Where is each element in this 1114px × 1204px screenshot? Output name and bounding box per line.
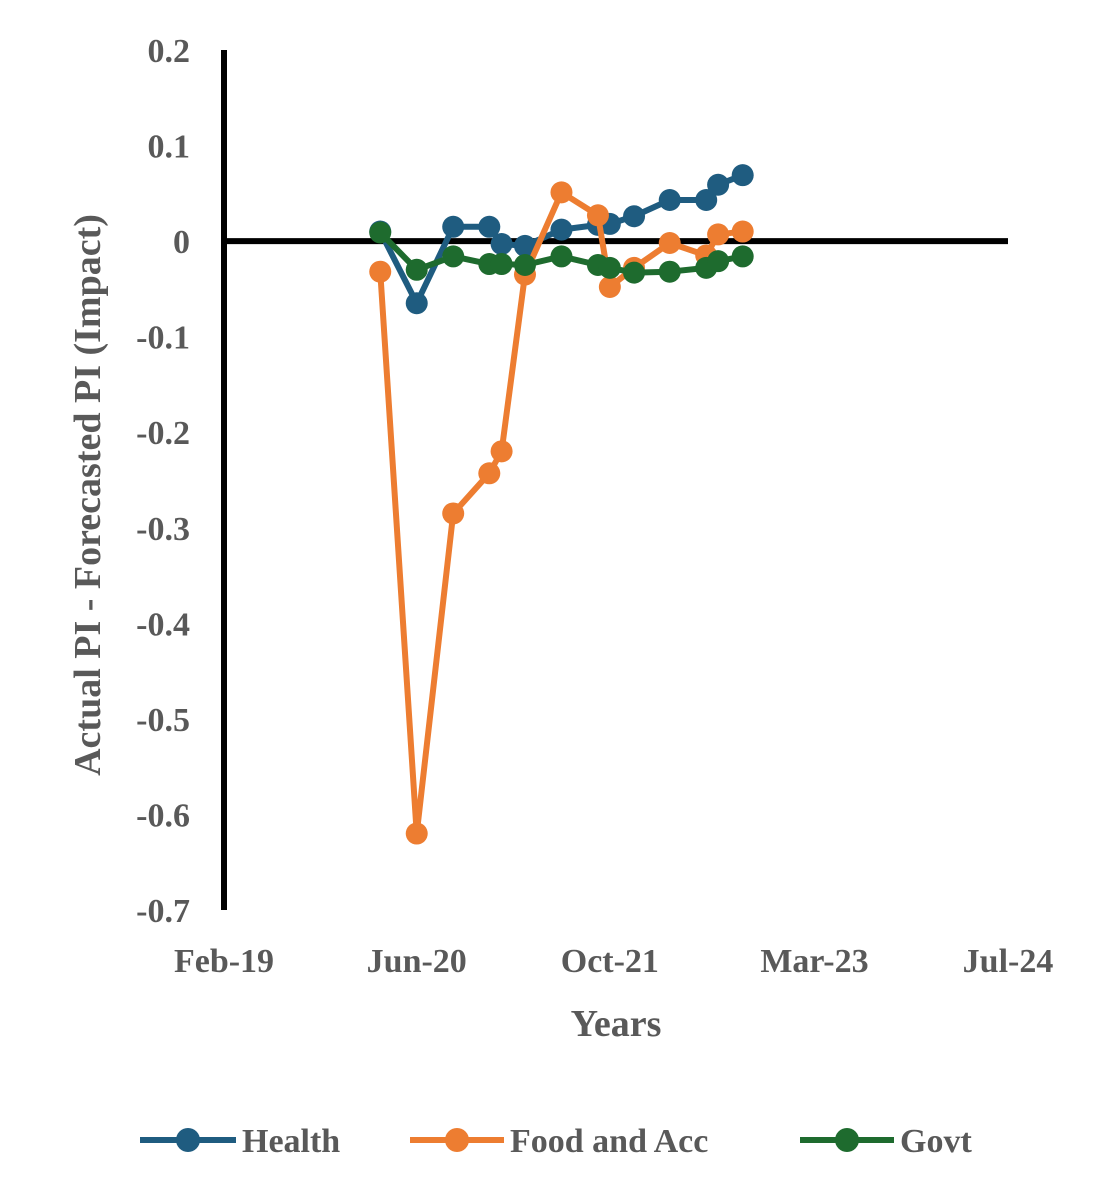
series-health xyxy=(369,164,754,315)
series-line xyxy=(377,189,744,837)
x-tick-label: Oct-21 xyxy=(561,943,659,980)
legend-item: Food and Acc xyxy=(410,1123,708,1160)
x-axis: Feb-19 Jun-20 Oct-21 Mar-23 Jul-24 xyxy=(174,238,1054,980)
y-tick-label: -0.5 xyxy=(136,702,190,739)
data-point xyxy=(598,256,621,279)
legend-label: Health xyxy=(242,1123,340,1160)
legend-item: Govt xyxy=(800,1123,972,1160)
series-govt xyxy=(369,221,754,284)
legend-item: Health xyxy=(140,1123,340,1160)
data-point xyxy=(513,234,536,257)
series-layer xyxy=(369,164,754,845)
data-point xyxy=(707,223,730,246)
legend-swatch-marker xyxy=(445,1128,469,1152)
data-point xyxy=(731,220,754,243)
data-point xyxy=(623,261,646,284)
data-point xyxy=(598,275,621,298)
y-tick-label: -0.3 xyxy=(136,511,190,548)
data-point xyxy=(442,245,465,268)
data-point xyxy=(550,218,573,241)
data-point xyxy=(731,245,754,268)
data-point xyxy=(550,181,573,204)
y-tick-label: -0.1 xyxy=(136,320,190,357)
x-tick-label: Jul-24 xyxy=(963,943,1054,980)
legend-swatch-marker xyxy=(835,1128,859,1152)
data-point xyxy=(442,215,465,238)
data-point xyxy=(369,221,392,244)
data-point xyxy=(513,254,536,276)
legend: Health Food and Acc Govt xyxy=(140,1123,972,1160)
y-tick-label: 0 xyxy=(173,224,190,261)
data-point xyxy=(707,250,730,273)
data-point xyxy=(405,292,428,315)
y-tick-label: -0.2 xyxy=(136,415,190,452)
legend-label: Food and Acc xyxy=(510,1123,708,1160)
data-point xyxy=(405,822,428,845)
y-tick-label: -0.4 xyxy=(136,606,190,643)
data-point xyxy=(731,164,754,187)
data-point xyxy=(405,258,428,281)
data-point xyxy=(550,245,573,268)
data-point xyxy=(658,189,681,212)
x-tick-label: Feb-19 xyxy=(174,943,274,980)
y-tick-label: 0.2 xyxy=(148,33,191,70)
data-point xyxy=(490,440,513,463)
data-point xyxy=(478,215,501,238)
y-axis: 0.2 0.1 0 -0.1 -0.2 -0.3 -0.4 -0.5 -0.6 -0.7 xyxy=(136,33,227,930)
data-point xyxy=(478,462,501,485)
y-tick-label: 0.1 xyxy=(148,129,191,166)
data-point xyxy=(623,205,646,228)
x-axis-title: Years xyxy=(571,1003,662,1045)
x-tick-label: Mar-23 xyxy=(760,943,868,980)
data-point xyxy=(490,232,513,255)
data-point xyxy=(442,502,465,525)
y-axis-title: Actual PI - Forecasted PI (Impact) xyxy=(67,214,109,776)
y-tick-label: -0.7 xyxy=(136,893,190,930)
data-point xyxy=(586,204,609,227)
legend-label: Govt xyxy=(900,1123,972,1160)
data-point xyxy=(695,189,718,212)
data-point xyxy=(369,260,392,283)
data-point xyxy=(658,260,681,283)
y-tick-label: -0.6 xyxy=(136,797,190,834)
data-point xyxy=(490,253,513,276)
legend-swatch-marker xyxy=(176,1128,200,1152)
x-tick-label: Jun-20 xyxy=(367,943,467,980)
data-point xyxy=(658,232,681,255)
data-point xyxy=(707,173,730,196)
